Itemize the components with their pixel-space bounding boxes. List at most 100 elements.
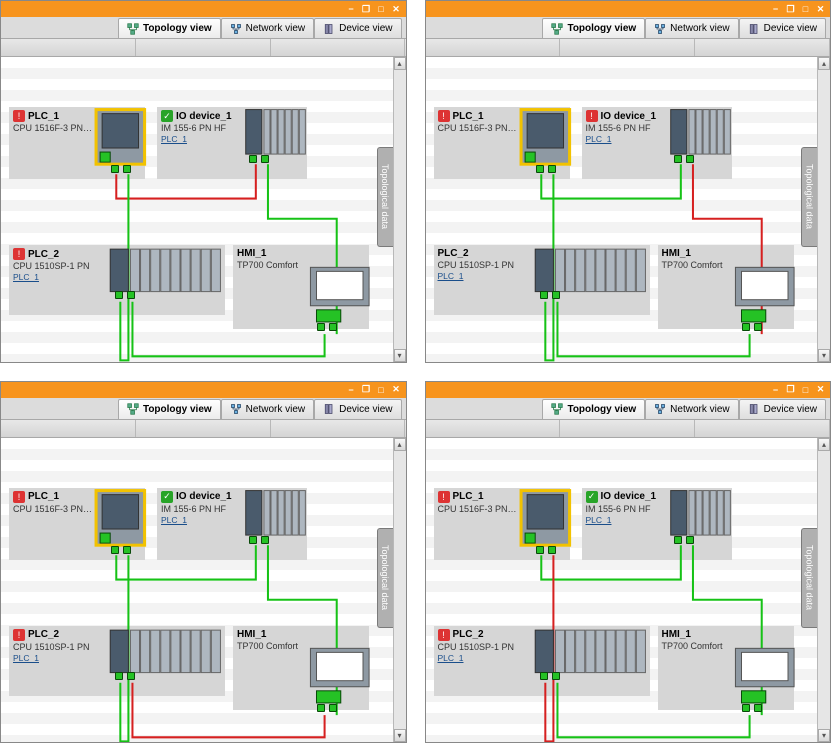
port-plc2-p1[interactable]: [115, 672, 123, 680]
window-maximize-icon[interactable]: □: [799, 384, 812, 395]
port-plc1-p1[interactable]: [536, 165, 544, 173]
tab-device[interactable]: Device view: [739, 18, 826, 38]
port-hmi1-p2[interactable]: [329, 704, 337, 712]
node-io1-link[interactable]: PLC_1: [159, 134, 305, 146]
port-io1-p1[interactable]: [249, 155, 257, 163]
scroll-up-icon[interactable]: ▴: [394, 438, 406, 451]
window-restore-icon[interactable]: ❐: [784, 4, 797, 15]
window-minimize-icon[interactable]: −: [345, 384, 358, 395]
node-io1-link[interactable]: PLC_1: [584, 515, 730, 527]
window-minimize-icon[interactable]: −: [769, 4, 782, 15]
vertical-scrollbar[interactable]: ▴ ▾: [393, 57, 406, 362]
port-plc1-p2[interactable]: [548, 546, 556, 554]
port-plc2-p2[interactable]: [127, 672, 135, 680]
port-hmi1-p1[interactable]: [742, 704, 750, 712]
port-hmi1-p1[interactable]: [742, 323, 750, 331]
node-plc2-link[interactable]: PLC_1: [436, 271, 648, 283]
node-hmi1[interactable]: HMI_1 TP700 Comfort: [658, 626, 794, 710]
window-close-icon[interactable]: ✕: [390, 384, 403, 395]
node-hmi1[interactable]: HMI_1 TP700 Comfort: [233, 245, 369, 329]
vertical-scrollbar[interactable]: ▴ ▾: [393, 438, 406, 743]
tab-network[interactable]: Network view: [645, 399, 738, 419]
tab-topology[interactable]: Topology view: [118, 399, 221, 419]
node-hmi1[interactable]: HMI_1 TP700 Comfort: [233, 626, 369, 710]
port-plc2-p2[interactable]: [552, 291, 560, 299]
window-maximize-icon[interactable]: □: [375, 4, 388, 15]
port-io1-p2[interactable]: [261, 536, 269, 544]
port-io1-p2[interactable]: [686, 155, 694, 163]
node-io1[interactable]: ✓IO device_1 IM 155-6 PN HF PLC_1: [582, 488, 732, 560]
port-plc1-p2[interactable]: [123, 546, 131, 554]
scroll-up-icon[interactable]: ▴: [818, 57, 830, 70]
scroll-down-icon[interactable]: ▾: [818, 729, 830, 742]
topology-canvas[interactable]: !PLC_1 CPU 1516F-3 PN… ✓IO device_1 IM 1…: [1, 438, 406, 743]
tab-topology[interactable]: Topology view: [542, 18, 645, 38]
port-plc1-p2[interactable]: [548, 165, 556, 173]
node-io1-link[interactable]: PLC_1: [159, 515, 305, 527]
port-io1-p2[interactable]: [686, 536, 694, 544]
port-io1-p1[interactable]: [249, 536, 257, 544]
window-restore-icon[interactable]: ❐: [784, 384, 797, 395]
node-io1[interactable]: !IO device_1 IM 155-6 PN HF PLC_1: [582, 107, 732, 179]
window-maximize-icon[interactable]: □: [375, 384, 388, 395]
node-plc2-link[interactable]: PLC_1: [11, 653, 223, 665]
tab-network[interactable]: Network view: [221, 399, 314, 419]
node-plc2[interactable]: PLC_2 CPU 1510SP-1 PN PLC_1: [434, 245, 650, 315]
node-plc2[interactable]: !PLC_2 CPU 1510SP-1 PN PLC_1: [434, 626, 650, 696]
window-close-icon[interactable]: ✕: [390, 4, 403, 15]
port-io1-p2[interactable]: [261, 155, 269, 163]
port-plc2-p2[interactable]: [127, 291, 135, 299]
window-restore-icon[interactable]: ❐: [360, 384, 373, 395]
port-hmi1-p2[interactable]: [754, 704, 762, 712]
node-plc2[interactable]: !PLC_2 CPU 1510SP-1 PN PLC_1: [9, 626, 225, 696]
scroll-down-icon[interactable]: ▾: [394, 349, 406, 362]
scroll-up-icon[interactable]: ▴: [394, 57, 406, 70]
node-io1[interactable]: ✓IO device_1 IM 155-6 PN HF PLC_1: [157, 488, 307, 560]
tab-topology[interactable]: Topology view: [542, 399, 645, 419]
side-tab-topological-data[interactable]: Topological data: [801, 147, 817, 247]
node-plc2-link[interactable]: PLC_1: [11, 272, 223, 284]
port-plc2-p1[interactable]: [540, 672, 548, 680]
port-hmi1-p2[interactable]: [329, 323, 337, 331]
side-tab-topological-data[interactable]: Topological data: [377, 147, 393, 247]
port-hmi1-p1[interactable]: [317, 323, 325, 331]
port-hmi1-p2[interactable]: [754, 323, 762, 331]
port-plc1-p1[interactable]: [111, 165, 119, 173]
node-plc2-link[interactable]: PLC_1: [436, 653, 648, 665]
topology-canvas[interactable]: !PLC_1 CPU 1516F-3 PN… !IO device_1 IM 1…: [426, 57, 831, 362]
node-io1-link[interactable]: PLC_1: [584, 134, 730, 146]
port-plc1-p1[interactable]: [111, 546, 119, 554]
side-tab-topological-data[interactable]: Topological data: [801, 528, 817, 628]
port-io1-p1[interactable]: [674, 536, 682, 544]
window-minimize-icon[interactable]: −: [769, 384, 782, 395]
port-plc1-p1[interactable]: [536, 546, 544, 554]
tab-device[interactable]: Device view: [314, 399, 401, 419]
port-plc2-p1[interactable]: [115, 291, 123, 299]
port-plc2-p1[interactable]: [540, 291, 548, 299]
window-close-icon[interactable]: ✕: [814, 4, 827, 15]
window-maximize-icon[interactable]: □: [799, 4, 812, 15]
topology-canvas[interactable]: !PLC_1 CPU 1516F-3 PN… ✓IO device_1 IM 1…: [1, 57, 406, 362]
tab-device[interactable]: Device view: [314, 18, 401, 38]
node-io1[interactable]: ✓IO device_1 IM 155-6 PN HF PLC_1: [157, 107, 307, 179]
tab-device[interactable]: Device view: [739, 399, 826, 419]
tab-network[interactable]: Network view: [221, 18, 314, 38]
node-plc2[interactable]: !PLC_2 CPU 1510SP-1 PN PLC_1: [9, 245, 225, 315]
topology-canvas[interactable]: !PLC_1 CPU 1516F-3 PN… ✓IO device_1 IM 1…: [426, 438, 831, 743]
window-minimize-icon[interactable]: −: [345, 4, 358, 15]
port-plc1-p2[interactable]: [123, 165, 131, 173]
tab-topology[interactable]: Topology view: [118, 18, 221, 38]
vertical-scrollbar[interactable]: ▴ ▾: [817, 438, 830, 743]
scroll-down-icon[interactable]: ▾: [818, 349, 830, 362]
port-io1-p1[interactable]: [674, 155, 682, 163]
port-hmi1-p1[interactable]: [317, 704, 325, 712]
window-close-icon[interactable]: ✕: [814, 384, 827, 395]
tab-network[interactable]: Network view: [645, 18, 738, 38]
scroll-down-icon[interactable]: ▾: [394, 729, 406, 742]
node-hmi1[interactable]: HMI_1 TP700 Comfort: [658, 245, 794, 329]
side-tab-topological-data[interactable]: Topological data: [377, 528, 393, 628]
window-restore-icon[interactable]: ❐: [360, 4, 373, 15]
port-plc2-p2[interactable]: [552, 672, 560, 680]
scroll-up-icon[interactable]: ▴: [818, 438, 830, 451]
vertical-scrollbar[interactable]: ▴ ▾: [817, 57, 830, 362]
